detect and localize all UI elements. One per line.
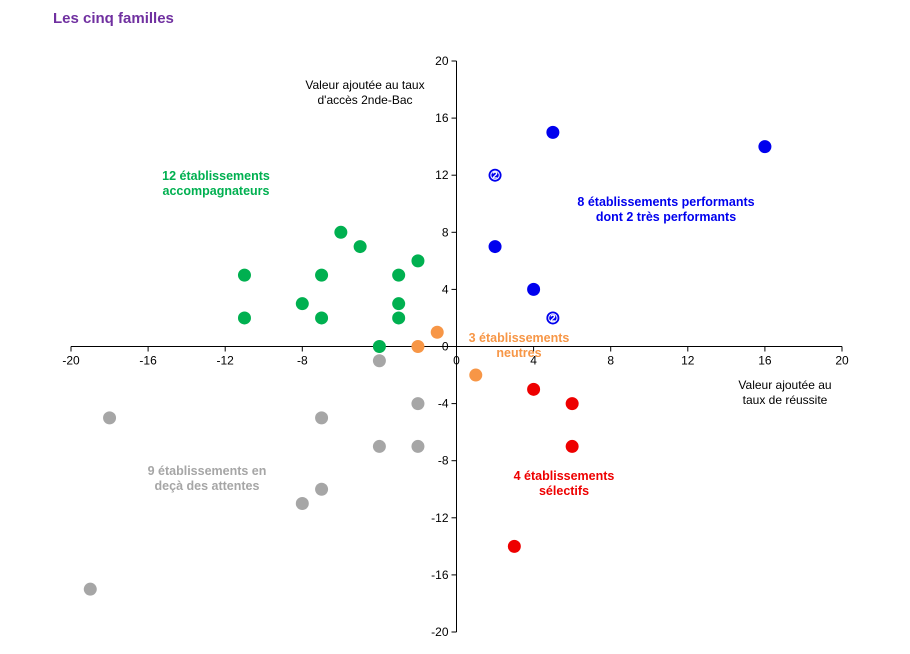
group-label-accompagnateurs: 12 établissements accompagnateurs <box>162 169 270 198</box>
data-point-accompagnateurs <box>411 254 425 268</box>
data-point-neutres <box>469 368 483 382</box>
x-tick-label: -16 <box>139 354 157 368</box>
data-point-accompagnateurs <box>392 297 406 311</box>
y-axis-title-line: d'accès 2nde-Bac <box>317 93 412 107</box>
data-point-performants <box>488 240 502 254</box>
data-point-accompagnateurs <box>392 311 406 325</box>
data-point-neutres <box>430 325 444 339</box>
x-axis-title-line: Valeur ajoutée au <box>738 378 831 392</box>
data-point-selectifs <box>507 539 521 553</box>
data-point-neutres <box>411 340 425 353</box>
y-tick-label: 8 <box>442 225 449 239</box>
point-badge-label: 2 <box>550 313 556 324</box>
x-tick-label: 16 <box>758 354 772 368</box>
data-point-accompagnateurs <box>372 340 386 353</box>
chart-axes: -20-16-12-8-4048121620201612840-4-8-12-1… <box>62 54 849 639</box>
y-tick-label: -8 <box>438 454 449 468</box>
data-point-en_deca <box>83 582 97 596</box>
x-tick-label: 0 <box>453 354 460 368</box>
data-point-selectifs <box>565 397 579 411</box>
y-tick-label: -4 <box>438 397 449 411</box>
data-point-accompagnateurs <box>315 311 329 325</box>
data-point-selectifs <box>527 382 541 396</box>
y-tick-label: -12 <box>431 511 449 525</box>
page-title: Les cinq familles <box>53 10 174 27</box>
x-tick-label: 8 <box>607 354 614 368</box>
group-label-line: sélectifs <box>539 484 589 498</box>
data-point-accompagnateurs <box>237 311 251 325</box>
data-point-performants <box>758 140 772 154</box>
y-tick-label: 4 <box>442 282 449 296</box>
data-point-accompagnateurs <box>237 268 251 282</box>
group-label-selectifs: 4 établissements sélectifs <box>514 469 615 498</box>
point-badge-ring <box>548 313 558 323</box>
y-axis-title: Valeur ajoutée au taux d'accès 2nde-Bac <box>305 78 424 107</box>
data-point-en_deca <box>295 497 309 511</box>
data-point-accompagnateurs <box>315 268 329 282</box>
y-tick-label: 16 <box>435 111 449 125</box>
group-label-line: 12 établissements <box>162 169 270 183</box>
group-label-line: neutres <box>496 346 541 360</box>
x-tick-label: -20 <box>62 354 80 368</box>
data-point-en_deca <box>372 354 386 368</box>
data-point-en_deca <box>411 439 425 453</box>
y-axis-title-line: Valeur ajoutée au taux <box>305 78 424 92</box>
data-point-en_deca <box>103 411 117 425</box>
y-tick-label: -20 <box>431 625 449 639</box>
data-point-en_deca <box>372 439 386 453</box>
data-point-accompagnateurs <box>392 268 406 282</box>
group-label-line: 9 établissements en <box>148 464 267 478</box>
group-label-line: 3 établissements <box>469 331 570 345</box>
data-point-accompagnateurs <box>334 225 348 239</box>
group-label-line: accompagnateurs <box>163 184 270 198</box>
group-label-line: 8 établissements performants <box>577 195 754 209</box>
x-axis-title: Valeur ajoutée au taux de réussite <box>738 378 831 407</box>
chart-points: 22 <box>83 125 772 596</box>
group-label-neutres: 3 établissements neutres <box>469 331 570 360</box>
data-point-performants <box>527 282 541 296</box>
x-tick-label: 12 <box>681 354 695 368</box>
y-tick-label: 20 <box>435 54 449 68</box>
point-badge-label: 2 <box>492 171 498 182</box>
data-point-en_deca <box>315 482 329 496</box>
group-label-performants: 8 établissements performants dont 2 très … <box>577 195 754 224</box>
y-tick-label: 12 <box>435 168 449 182</box>
y-tick-label: 0 <box>442 340 449 354</box>
data-point-en_deca <box>411 397 425 411</box>
x-tick-label: -12 <box>217 354 235 368</box>
x-axis-title-line: taux de réussite <box>743 393 828 407</box>
data-point-performants <box>546 125 560 139</box>
x-tick-label: 4 <box>530 354 537 368</box>
x-tick-label: 20 <box>835 354 849 368</box>
y-tick-label: -16 <box>431 568 449 582</box>
group-label-line: deçà des attentes <box>155 479 260 493</box>
data-point-accompagnateurs <box>353 240 367 254</box>
group-label-en_deca: 9 établissements en deçà des attentes <box>148 464 267 493</box>
group-label-line: dont 2 très performants <box>596 210 736 224</box>
data-point-accompagnateurs <box>295 297 309 311</box>
group-label-line: 4 établissements <box>514 469 615 483</box>
x-tick-label: -8 <box>297 354 308 368</box>
data-point-en_deca <box>315 411 329 425</box>
point-badge-ring <box>490 170 500 180</box>
data-point-selectifs <box>565 439 579 453</box>
chart-group-labels: 8 établissements performants dont 2 très … <box>148 169 755 498</box>
